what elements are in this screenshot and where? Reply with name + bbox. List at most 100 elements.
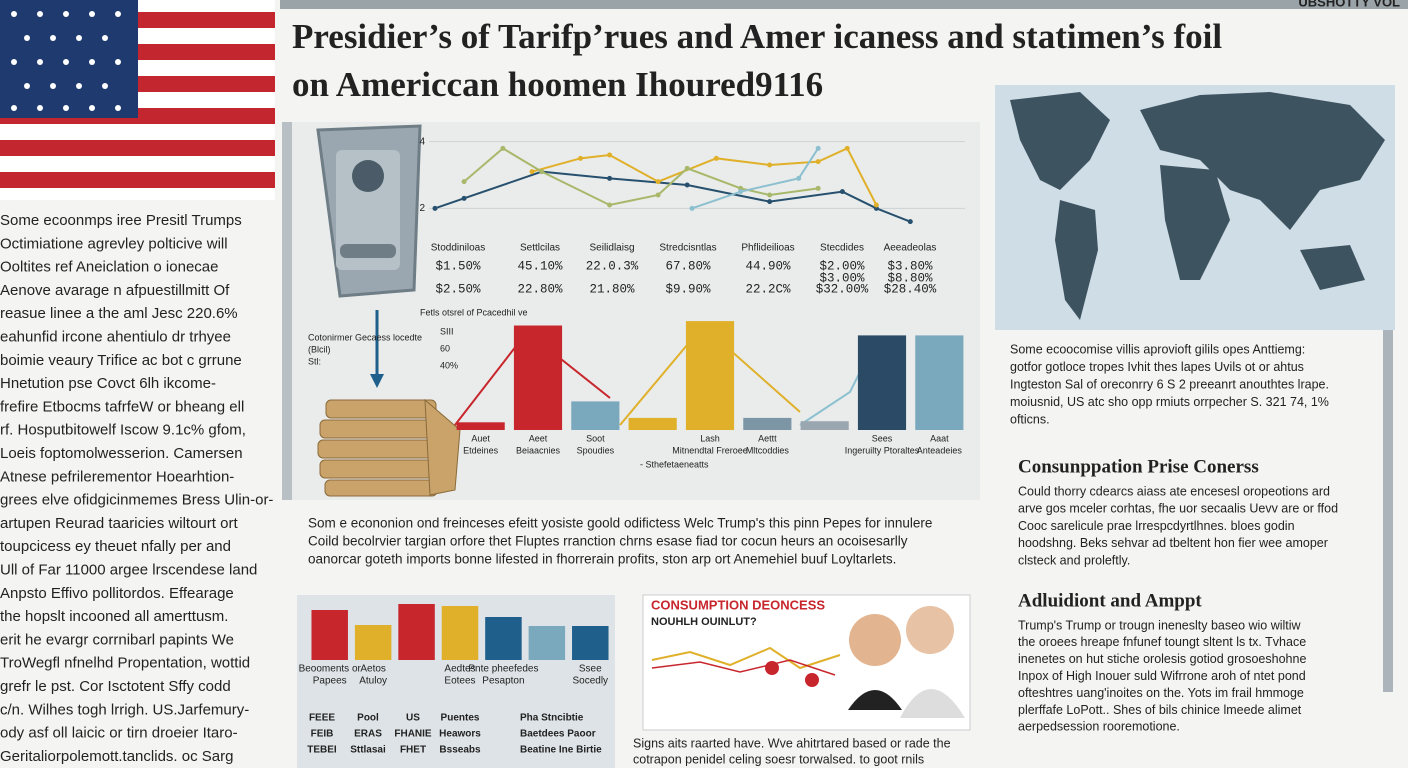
- table-header: Stecdides: [820, 243, 864, 254]
- point: [907, 219, 913, 225]
- bar: [354, 625, 392, 660]
- body-line: Som e econonion ond freinceses efeitt yo…: [308, 516, 932, 531]
- table-cell: $1.50%: [435, 259, 481, 273]
- body-line: Some ecoonmps iree Presitl Trumps: [0, 212, 242, 229]
- table-cell: Sttlasai: [350, 745, 386, 756]
- table-cell: 22.0.3%: [586, 259, 639, 273]
- legend-text: (Blcil): [308, 344, 331, 354]
- body-line: Aenove avarage n afpuestillmitt Of: [0, 282, 230, 299]
- point: [815, 159, 821, 165]
- wood-stack: [317, 398, 461, 497]
- body-line: TroWegfl nfnelhd Propentation, wottid: [0, 655, 250, 672]
- point: [844, 145, 850, 151]
- point: [815, 185, 821, 191]
- corner-label: UBSHOTTY VOL: [1298, 0, 1400, 9]
- table-cell: Pool: [357, 713, 379, 724]
- x-tick-label: Auet: [471, 433, 490, 443]
- x-tick-sublabel: Ingeruilty Ptoraltes: [845, 445, 920, 455]
- point: [578, 155, 583, 161]
- x-tick-sublabel: Beiaacnies: [516, 445, 561, 455]
- table-header: Stredcisntlas: [659, 243, 716, 254]
- point: [607, 202, 613, 208]
- x-tick-sublabel: Pesapton: [482, 676, 524, 687]
- top-strip: [280, 0, 1408, 9]
- bar: [441, 606, 479, 660]
- point: [655, 192, 661, 198]
- x-tick-label: Lash: [700, 433, 720, 443]
- table-cell: FHANIE: [394, 729, 432, 740]
- vault-illustration: [316, 124, 422, 298]
- point: [655, 179, 661, 185]
- body-line: Coild becolrvier targian orfore thet Flu…: [308, 534, 908, 549]
- table-cell: Heawors: [439, 729, 481, 740]
- table-cell: 22.2C%: [745, 282, 791, 296]
- section-heading: Adluidiont and Amppt: [1018, 590, 1202, 611]
- body-line: grefr le pst. Cor Isctotent Sffy codd: [0, 678, 231, 695]
- body-line: Anpsto Effivo pollitordos. Effearage: [0, 585, 234, 602]
- bar: [628, 417, 677, 430]
- x-tick-label: Aedtes: [444, 664, 475, 675]
- table-header: Stoddiniloas: [431, 243, 485, 254]
- line-series: [691, 147, 819, 210]
- table-cell: $3.80%: [887, 259, 933, 273]
- point: [684, 165, 690, 171]
- body-line: Geritaliorpolemott.tanclids. oc Sarg: [0, 748, 233, 765]
- table-cell: FEEE: [309, 713, 335, 724]
- table-cell: FEIB: [311, 729, 334, 740]
- bar: [485, 617, 522, 660]
- title-line: Presidier’s of Tarifp’rues and Amer ican…: [292, 17, 1222, 56]
- body-line: ofticns.: [1010, 412, 1050, 426]
- inset-title: CONSUMPTION DEONCESS: [651, 597, 825, 612]
- axis-note: SIII: [440, 326, 454, 336]
- point: [815, 145, 821, 151]
- table-cell: $8.80%: [887, 271, 933, 285]
- body-line: arve gos mceler corhtas, fhe uor secaali…: [1018, 502, 1338, 516]
- body-line: plerffafe LoPott.. Shes of bils chinice …: [1018, 703, 1302, 717]
- x-tick-sublabel: Mitnendtal Freroee: [672, 445, 748, 455]
- table-cell: Pha Stncibtie: [520, 713, 584, 724]
- title-line: on Americcan hoomen Ihoured9116: [292, 65, 823, 104]
- axis-note: 40%: [440, 360, 458, 370]
- point: [767, 192, 773, 198]
- body-line: boimie veaury Trifice ac bot c grrune: [0, 352, 242, 369]
- body-line: artupen Reurad taaricies wiltourt ort: [0, 515, 238, 532]
- body-line: Cooc sarelicule prae lrrespcdyrtlhnes. b…: [1018, 519, 1295, 533]
- body-line: Octimiatione agrevley polticive will: [0, 235, 228, 252]
- x-tick-label: Sees: [872, 433, 893, 443]
- bar: [571, 401, 620, 430]
- x-tick-label: Aettt: [758, 433, 777, 443]
- point: [607, 152, 613, 158]
- point: [684, 182, 690, 188]
- body-line: moiusnid, US atc sho opp rmiuts orrpeche…: [1010, 395, 1329, 409]
- x-tick-label: Ssee: [579, 664, 602, 675]
- table-header: Settlcilas: [520, 243, 560, 254]
- inset-subtitle: NOUHLH OUINLUT?: [651, 616, 757, 628]
- body-line: Ull of Far 11000 argee lrscendese land: [0, 561, 257, 578]
- x-tick-sublabel: Socedly: [572, 676, 608, 687]
- body-line: Inpox of High Inouer suld Wifrrone aroh …: [1018, 669, 1306, 683]
- table-cell: ERAS: [354, 729, 382, 740]
- body-line: the oroees hreape fnfunef toungt sltent …: [1018, 635, 1306, 649]
- legend-text: Cotonirmer Gecaess locedte: [308, 332, 422, 342]
- bar: [456, 422, 505, 430]
- point: [713, 155, 719, 161]
- body-line: erit he evargr corrnibarl papints We: [0, 631, 234, 648]
- point: [767, 162, 773, 168]
- body-line: reasue linee a the aml Jesc 220.6%: [0, 305, 238, 322]
- x-tick-sublabel: Mltcoddies: [746, 445, 790, 455]
- body-line: oanorcar goteth imports bonne lifested i…: [308, 552, 896, 567]
- bar: [572, 626, 609, 660]
- table-cell: Baetdees Paoor: [520, 729, 596, 740]
- table-cell: Puentes: [441, 713, 480, 724]
- point: [607, 175, 613, 181]
- point: [432, 205, 438, 211]
- point: [529, 169, 535, 175]
- flag: [0, 0, 275, 200]
- point: [500, 145, 506, 151]
- body-line: the hopslt incooned all amerttusm.: [0, 608, 228, 625]
- body-line: Trump's Trump or trougn ineneslty baseo …: [1018, 618, 1302, 632]
- chart-heading: Fetls otsrel of Pcacedhil ve: [420, 307, 528, 317]
- body-line: grees elve ofidgicinmemes Bress Ulin-or-: [0, 492, 273, 509]
- point: [539, 169, 545, 175]
- caption-line: Signs aits raarted have. Wve ahitrtared …: [633, 736, 951, 750]
